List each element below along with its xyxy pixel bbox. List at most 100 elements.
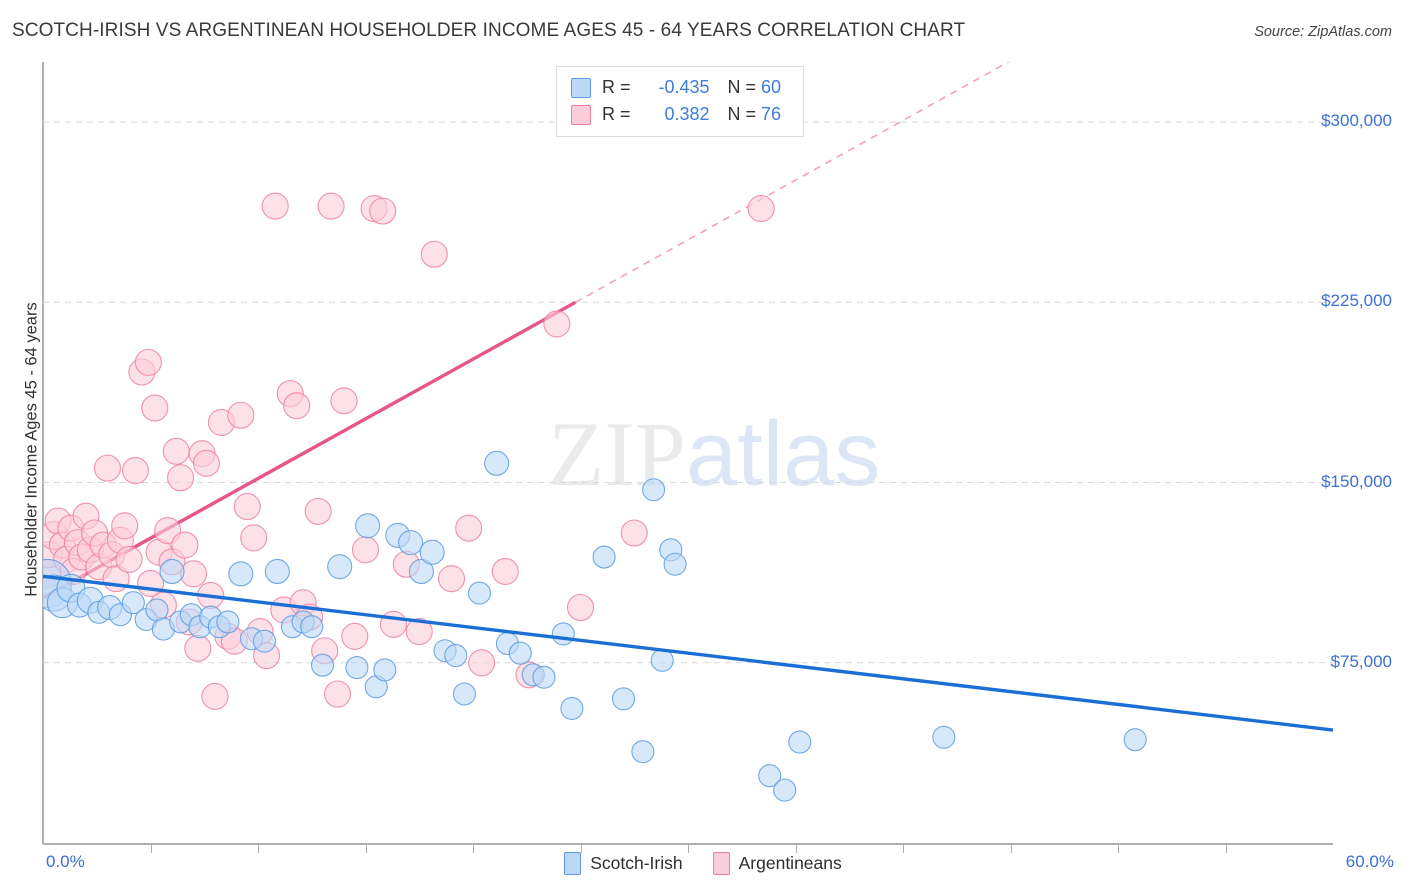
- data-point[interactable]: [283, 392, 311, 420]
- x-axis-tick-3: [473, 843, 474, 853]
- data-point[interactable]: [420, 240, 448, 268]
- data-point[interactable]: [788, 730, 812, 754]
- page-title: SCOTCH-IRISH VS ARGENTINEAN HOUSEHOLDER …: [12, 20, 966, 41]
- data-point[interactable]: [467, 581, 492, 605]
- stats-r-label: R =: [602, 104, 631, 124]
- legend-item-scotch-irish[interactable]: Scotch-Irish: [564, 852, 683, 875]
- x-axis-tick-6: [795, 843, 797, 853]
- stats-n-label: N =: [727, 104, 757, 124]
- legend-swatch: [712, 852, 730, 875]
- data-point[interactable]: [228, 561, 254, 587]
- data-point[interactable]: [355, 513, 381, 539]
- stats-r-value: 0.382: [664, 104, 710, 124]
- data-point[interactable]: [300, 615, 324, 639]
- data-point[interactable]: [620, 519, 648, 547]
- data-point[interactable]: [192, 449, 220, 477]
- y-axis-tick-label: $75,000: [1330, 651, 1392, 671]
- data-point[interactable]: [747, 195, 775, 223]
- data-point[interactable]: [317, 192, 345, 220]
- data-point[interactable]: [145, 598, 169, 622]
- stats-row: R = -0.435 N = 60: [571, 74, 789, 101]
- x-axis-tick-10: [1225, 843, 1227, 853]
- data-point[interactable]: [134, 348, 162, 376]
- data-point[interactable]: [184, 634, 212, 662]
- data-point[interactable]: [452, 682, 476, 706]
- data-point[interactable]: [405, 617, 433, 646]
- data-point[interactable]: [171, 531, 199, 559]
- data-point[interactable]: [468, 649, 496, 677]
- stats-n-value: 76: [761, 104, 782, 124]
- data-point[interactable]: [663, 552, 687, 576]
- data-point[interactable]: [758, 764, 782, 788]
- data-point[interactable]: [543, 310, 571, 338]
- data-point[interactable]: [233, 493, 261, 521]
- data-point[interactable]: [159, 558, 185, 585]
- data-point[interactable]: [327, 554, 353, 580]
- data-point[interactable]: [240, 524, 268, 552]
- data-point[interactable]: [201, 682, 229, 710]
- data-point[interactable]: [773, 778, 797, 802]
- legend-item-argentineans[interactable]: Argentineans: [712, 852, 842, 875]
- data-point[interactable]: [261, 192, 289, 220]
- data-point[interactable]: [551, 622, 575, 646]
- x-axis-min-label: 0.0%: [46, 852, 85, 871]
- data-point[interactable]: [341, 622, 369, 650]
- data-point[interactable]: [408, 558, 434, 585]
- data-point[interactable]: [592, 545, 616, 569]
- data-point[interactable]: [111, 512, 139, 540]
- data-point[interactable]: [323, 680, 352, 708]
- data-point[interactable]: [167, 464, 195, 492]
- data-point[interactable]: [560, 696, 584, 720]
- data-point[interactable]: [369, 197, 397, 225]
- stats-n-value: 60: [761, 77, 782, 97]
- x-axis-tick-8: [1010, 843, 1012, 853]
- data-point[interactable]: [455, 514, 483, 542]
- data-point[interactable]: [345, 656, 369, 680]
- data-point[interactable]: [227, 401, 255, 429]
- stats-swatch-scotch-irish: [571, 77, 591, 98]
- data-point[interactable]: [932, 725, 956, 749]
- data-point[interactable]: [419, 539, 445, 565]
- data-point[interactable]: [532, 665, 556, 689]
- data-point[interactable]: [264, 558, 290, 585]
- data-point[interactable]: [141, 394, 169, 422]
- x-axis-tick-4: [580, 843, 582, 853]
- data-point[interactable]: [491, 557, 519, 586]
- y-axis-tick-label: $300,000: [1321, 111, 1392, 131]
- data-point[interactable]: [398, 530, 424, 556]
- data-point[interactable]: [252, 629, 276, 653]
- data-point[interactable]: [611, 687, 636, 711]
- data-point[interactable]: [351, 536, 380, 564]
- stats-r-label: R =: [602, 77, 631, 97]
- y-axis-tick-label: $150,000: [1321, 471, 1392, 491]
- data-point[interactable]: [330, 387, 358, 415]
- data-point[interactable]: [1123, 728, 1147, 752]
- data-point[interactable]: [121, 456, 149, 485]
- data-point[interactable]: [373, 658, 397, 682]
- data-point[interactable]: [437, 565, 466, 593]
- x-axis-tick-2: [365, 843, 367, 853]
- trendline-argentineans-dashed: [575, 62, 1010, 304]
- data-point[interactable]: [121, 591, 145, 615]
- x-axis-tick-1: [258, 843, 259, 853]
- data-point[interactable]: [115, 545, 143, 573]
- data-point[interactable]: [631, 740, 655, 764]
- data-point[interactable]: [484, 450, 510, 476]
- data-point[interactable]: [162, 437, 190, 465]
- stats-r-value: -0.435: [658, 77, 710, 97]
- data-point[interactable]: [642, 478, 666, 502]
- x-axis-tick-7: [903, 843, 904, 853]
- data-point[interactable]: [179, 560, 208, 588]
- y-axis-title: Householder Income Ages 45 - 64 years: [22, 302, 41, 597]
- data-point[interactable]: [216, 610, 240, 634]
- data-point[interactable]: [508, 641, 532, 665]
- stats-n-label: N =: [727, 77, 757, 97]
- data-point[interactable]: [93, 454, 122, 482]
- data-point[interactable]: [310, 653, 335, 677]
- data-point[interactable]: [566, 593, 595, 622]
- data-point[interactable]: [304, 497, 332, 525]
- stats-row: R = 0.382 N = 76: [571, 101, 789, 128]
- scatter-plot-area: [43, 62, 1333, 843]
- data-point[interactable]: [444, 644, 468, 668]
- data-point[interactable]: [379, 610, 408, 638]
